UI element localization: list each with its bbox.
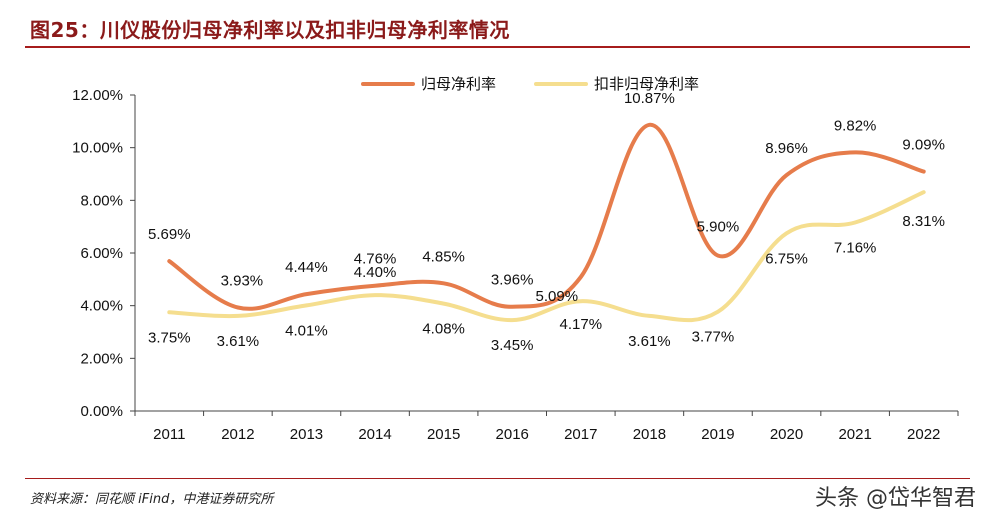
y-tick-label: 8.00% <box>80 192 123 209</box>
y-tick-label: 0.00% <box>80 403 123 420</box>
x-tick-label: 2013 <box>290 426 323 443</box>
x-tick-label: 2021 <box>838 426 871 443</box>
series-group <box>167 122 926 323</box>
data-labels: 5.69% 3.93% 4.44% 4.76% 4.85% 3.96%5.09% 10.87… <box>148 90 945 354</box>
y-tick-label: 2.00% <box>80 350 123 367</box>
x-tick-label: 2016 <box>496 426 529 443</box>
data-label-s2: 4.08% <box>422 321 465 338</box>
data-label-s1: 9.82% <box>834 117 877 134</box>
y-tick-label: 12.00% <box>72 87 123 104</box>
x-axis: 2011 2012 2013 2014 2015 2016 2017 2018 2019 2020… <box>134 410 959 443</box>
data-label-s2: 6.75% <box>765 250 808 267</box>
data-label-s1: 5.09% <box>536 288 579 305</box>
data-label-s1: 5.90% <box>697 219 740 236</box>
data-label-s1: 3.93% <box>221 273 264 290</box>
source-note: 资料来源：同花顺 iFind，中港证券研究所 <box>30 492 274 507</box>
data-label-s2: 4.01% <box>285 322 328 339</box>
x-tick-label: 2017 <box>564 426 597 443</box>
data-label-s1: 3.96% <box>491 272 534 289</box>
y-tick-label: 4.00% <box>80 298 123 315</box>
data-label-s2: 8.31% <box>902 213 945 230</box>
data-label-s1: 4.76% <box>354 251 397 268</box>
source-divider <box>25 478 970 479</box>
series-line-1 <box>167 122 926 311</box>
y-tick-label: 6.00% <box>80 245 123 262</box>
data-label-s2: 7.16% <box>834 239 877 256</box>
data-label-s2: 4.17% <box>560 316 603 333</box>
x-tick-label: 2019 <box>701 426 734 443</box>
x-tick-label: 2012 <box>221 426 254 443</box>
legend-label-2: 扣非归母净利率 <box>594 76 699 93</box>
legend: 归母净利率 扣非归母净利率 <box>361 76 699 93</box>
data-label-s2: 3.45% <box>491 337 534 354</box>
legend-label-1: 归母净利率 <box>421 76 496 93</box>
data-label-s2: 3.61% <box>217 333 260 350</box>
data-label-s2: 3.75% <box>148 329 191 346</box>
data-label-s1: 8.96% <box>765 140 808 157</box>
data-label-s2: 3.61% <box>628 333 671 350</box>
x-tick-label: 2020 <box>770 426 803 443</box>
data-label-s1: 10.87% <box>624 90 675 107</box>
data-label-s1: 4.85% <box>422 248 465 265</box>
data-label-s2: 3.77% <box>692 329 735 346</box>
x-tick-label: 2015 <box>427 426 460 443</box>
x-tick-label: 2014 <box>358 426 391 443</box>
data-label-s1: 5.69% <box>148 226 191 243</box>
title-divider <box>25 46 970 48</box>
x-tick-label: 2018 <box>633 426 666 443</box>
x-tick-label: 2022 <box>907 426 940 443</box>
chart-title: 图25：川仪股份归母净利率以及扣非归母净利率情况 <box>30 18 510 42</box>
y-axis: 0.00% 2.00% 4.00% 6.00% 8.00% 10.00% 12.00% <box>72 87 136 420</box>
data-label-s1: 4.44% <box>285 259 328 276</box>
x-tick-label: 2011 <box>153 426 185 443</box>
y-tick-label: 10.00% <box>72 140 123 157</box>
data-label-s2: 4.40% <box>354 264 397 281</box>
data-label-s1: 9.09% <box>902 137 945 154</box>
watermark: 头条 @岱华智君 <box>815 486 976 511</box>
series-line-2 <box>167 190 926 323</box>
